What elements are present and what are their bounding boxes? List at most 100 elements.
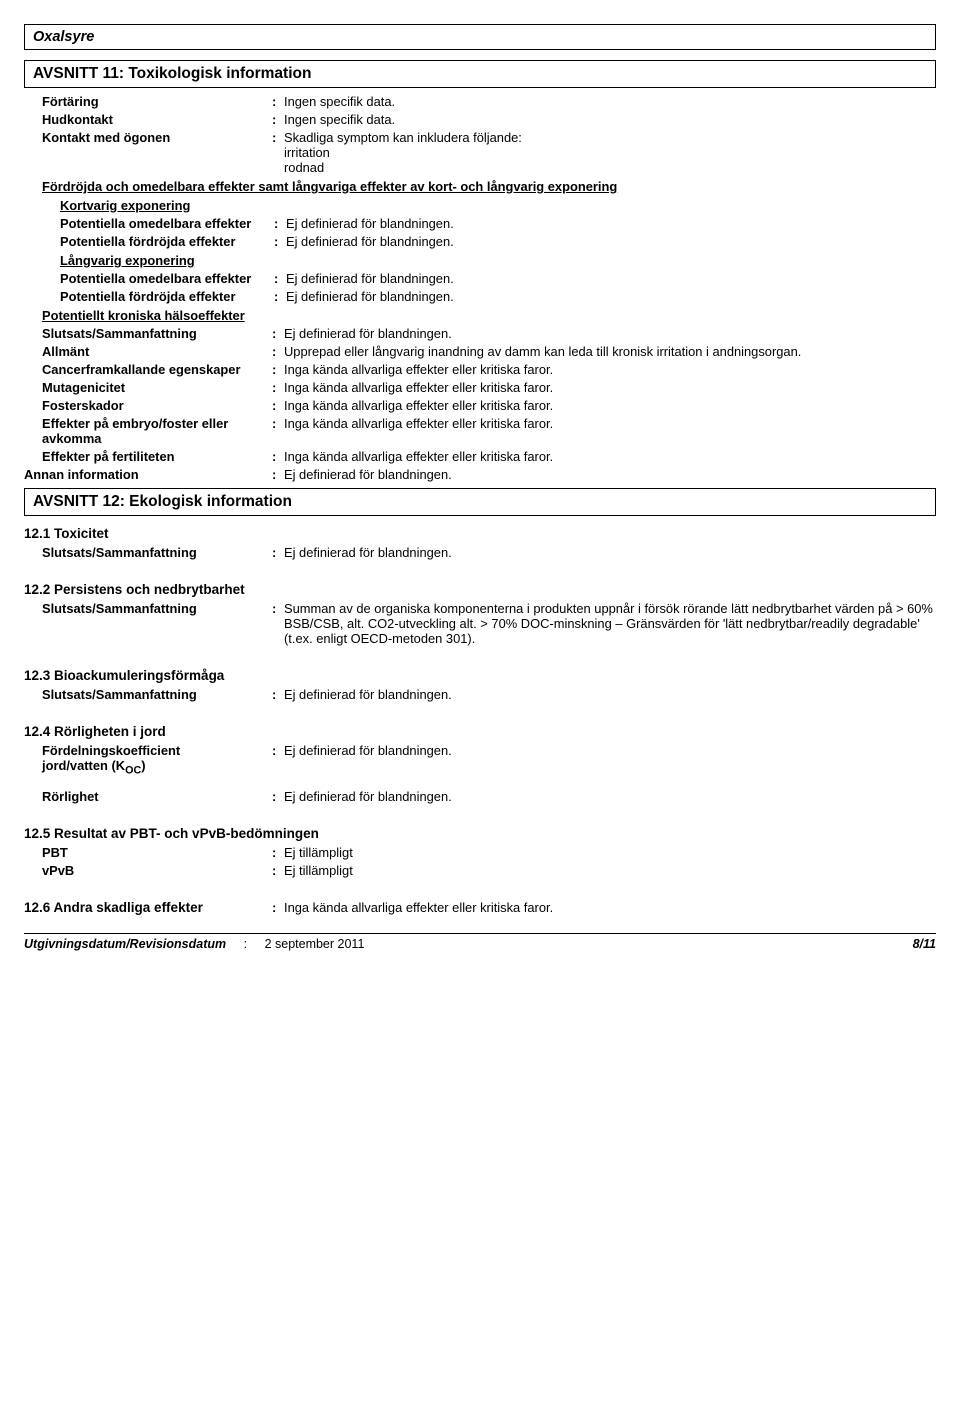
value-pbt: Ej tillämpligt: [284, 845, 936, 860]
row-embryo: Effekter på embryo/foster eller avkomma …: [42, 416, 936, 446]
value-kortvarig-omedelbara: Ej definierad för blandningen.: [286, 216, 936, 231]
label-fertilitet: Effekter på fertiliteten: [42, 449, 272, 464]
value-12-4-koeff: Ej definierad för blandningen.: [284, 743, 936, 758]
label-langvarig-fordrojda: Potentiella fördröjda effekter: [60, 289, 274, 304]
row-12-6: 12.6 Andra skadliga effekter : Inga känd…: [24, 900, 936, 915]
row-fertilitet: Effekter på fertiliteten : Inga kända al…: [42, 449, 936, 464]
section-12-header: AVSNITT 12: Ekologisk information: [24, 488, 936, 516]
colon: :: [272, 601, 284, 616]
koeff-sub: OC: [125, 765, 141, 777]
row-fortaring: Förtäring : Ingen specifik data.: [42, 94, 936, 109]
colon: :: [272, 900, 284, 915]
label-kortvarig-fordrojda: Potentiella fördröjda effekter: [60, 234, 274, 249]
heading-kortvarig: Kortvarig exponering: [60, 198, 936, 213]
heading-fordrojda: Fördröjda och omedelbara effekter samt l…: [42, 179, 936, 194]
row-foster: Fosterskador : Inga kända allvarliga eff…: [42, 398, 936, 413]
ogonen-line3: rodnad: [284, 160, 936, 175]
label-12-2-slutsats: Slutsats/Sammanfattning: [42, 601, 272, 616]
colon: :: [272, 845, 284, 860]
value-hudkontakt: Ingen specifik data.: [284, 112, 936, 127]
row-annan: Annan information : Ej definierad för bl…: [24, 467, 936, 482]
koeff-line1: Fördelningskoefficient: [42, 743, 180, 758]
value-embryo: Inga kända allvarliga effekter eller kri…: [284, 416, 936, 431]
value-slutsats-11: Ej definierad för blandningen.: [284, 326, 936, 341]
label-fortaring: Förtäring: [42, 94, 272, 109]
colon: :: [272, 863, 284, 878]
footer-left: Utgivningsdatum/Revisionsdatum : 2 septe…: [24, 937, 364, 951]
label-12-1-slutsats: Slutsats/Sammanfattning: [42, 545, 272, 560]
heading-12-1: 12.1 Toxicitet: [24, 526, 936, 541]
label-12-4-rorlighet: Rörlighet: [42, 789, 272, 804]
colon: :: [274, 289, 286, 304]
value-allmant: Upprepad eller långvarig inandning av da…: [284, 344, 936, 359]
row-kontakt-ogonen: Kontakt med ögonen : Skadliga symptom ka…: [42, 130, 936, 175]
row-kortvarig-fordrojda: Potentiella fördröjda effekter : Ej defi…: [60, 234, 936, 249]
row-allmant: Allmänt : Upprepad eller långvarig inand…: [42, 344, 936, 359]
row-12-4-koeff: Fördelningskoefficient jord/vatten (KOC)…: [42, 743, 936, 777]
value-foster: Inga kända allvarliga effekter eller kri…: [284, 398, 936, 413]
label-foster: Fosterskador: [42, 398, 272, 413]
label-kortvarig-omedelbara: Potentiella omedelbara effekter: [60, 216, 274, 231]
row-mutagen: Mutagenicitet : Inga kända allvarliga ef…: [42, 380, 936, 395]
koeff-line2a: jord/vatten (K: [42, 758, 125, 773]
row-langvarig-fordrojda: Potentiella fördröjda effekter : Ej defi…: [60, 289, 936, 304]
colon: :: [272, 449, 284, 464]
value-annan: Ej definierad för blandningen.: [284, 467, 936, 482]
colon: :: [272, 467, 284, 482]
heading-langvarig: Långvarig exponering: [60, 253, 936, 268]
footer-date: 2 september 2011: [265, 937, 365, 951]
heading-12-3: 12.3 Bioackumuleringsförmåga: [24, 668, 936, 683]
colon: :: [272, 380, 284, 395]
value-12-1-slutsats: Ej definierad för blandningen.: [284, 545, 936, 560]
label-annan: Annan information: [24, 467, 272, 482]
page-footer: Utgivningsdatum/Revisionsdatum : 2 septe…: [24, 933, 936, 951]
row-12-3-slutsats: Slutsats/Sammanfattning : Ej definierad …: [42, 687, 936, 702]
label-12-3-slutsats: Slutsats/Sammanfattning: [42, 687, 272, 702]
value-12-4-rorlighet: Ej definierad för blandningen.: [284, 789, 936, 804]
colon: :: [272, 362, 284, 377]
label-12-4-koeff: Fördelningskoefficient jord/vatten (KOC): [42, 743, 272, 777]
value-kontakt-ogonen: Skadliga symptom kan inkludera följande:…: [284, 130, 936, 175]
value-mutagen: Inga kända allvarliga effekter eller kri…: [284, 380, 936, 395]
label-hudkontakt: Hudkontakt: [42, 112, 272, 127]
label-kontakt-ogonen: Kontakt med ögonen: [42, 130, 272, 145]
label-langvarig-omedelbara: Potentiella omedelbara effekter: [60, 271, 274, 286]
heading-12-4: 12.4 Rörligheten i jord: [24, 724, 936, 739]
colon: :: [274, 271, 286, 286]
value-12-3-slutsats: Ej definierad för blandningen.: [284, 687, 936, 702]
label-embryo: Effekter på embryo/foster eller avkomma: [42, 416, 272, 446]
colon: :: [272, 687, 284, 702]
label-slutsats-11: Slutsats/Sammanfattning: [42, 326, 272, 341]
colon: :: [272, 130, 284, 145]
row-cancer: Cancerframkallande egenskaper : Inga kän…: [42, 362, 936, 377]
colon: :: [272, 743, 284, 758]
section-11-header: AVSNITT 11: Toxikologisk information: [24, 60, 936, 88]
value-langvarig-omedelbara: Ej definierad för blandningen.: [286, 271, 936, 286]
ogonen-line2: irritation: [284, 145, 936, 160]
footer-colon: :: [244, 937, 247, 951]
row-12-4-rorlighet: Rörlighet : Ej definierad för blandninge…: [42, 789, 936, 804]
heading-kroniska: Potentiellt kroniska hälsoeffekter: [42, 308, 936, 323]
footer-page-number: 8/11: [913, 937, 936, 951]
value-cancer: Inga kända allvarliga effekter eller kri…: [284, 362, 936, 377]
ogonen-line1: Skadliga symptom kan inkludera följande:: [284, 130, 936, 145]
value-fortaring: Ingen specifik data.: [284, 94, 936, 109]
colon: :: [272, 398, 284, 413]
footer-left-label: Utgivningsdatum/Revisionsdatum: [24, 937, 226, 951]
value-langvarig-fordrojda: Ej definierad för blandningen.: [286, 289, 936, 304]
colon: :: [272, 94, 284, 109]
colon: :: [272, 344, 284, 359]
colon: :: [274, 234, 286, 249]
label-cancer: Cancerframkallande egenskaper: [42, 362, 272, 377]
value-vpvb: Ej tillämpligt: [284, 863, 936, 878]
koeff-line2c: ): [141, 758, 145, 773]
document-title: Oxalsyre: [24, 24, 936, 50]
row-vpvb: vPvB : Ej tillämpligt: [42, 863, 936, 878]
label-pbt: PBT: [42, 845, 272, 860]
value-fertilitet: Inga kända allvarliga effekter eller kri…: [284, 449, 936, 464]
colon: :: [272, 545, 284, 560]
colon: :: [272, 112, 284, 127]
row-slutsats-11: Slutsats/Sammanfattning : Ej definierad …: [42, 326, 936, 341]
heading-12-5: 12.5 Resultat av PBT- och vPvB-bedömning…: [24, 826, 936, 841]
colon: :: [272, 416, 284, 431]
